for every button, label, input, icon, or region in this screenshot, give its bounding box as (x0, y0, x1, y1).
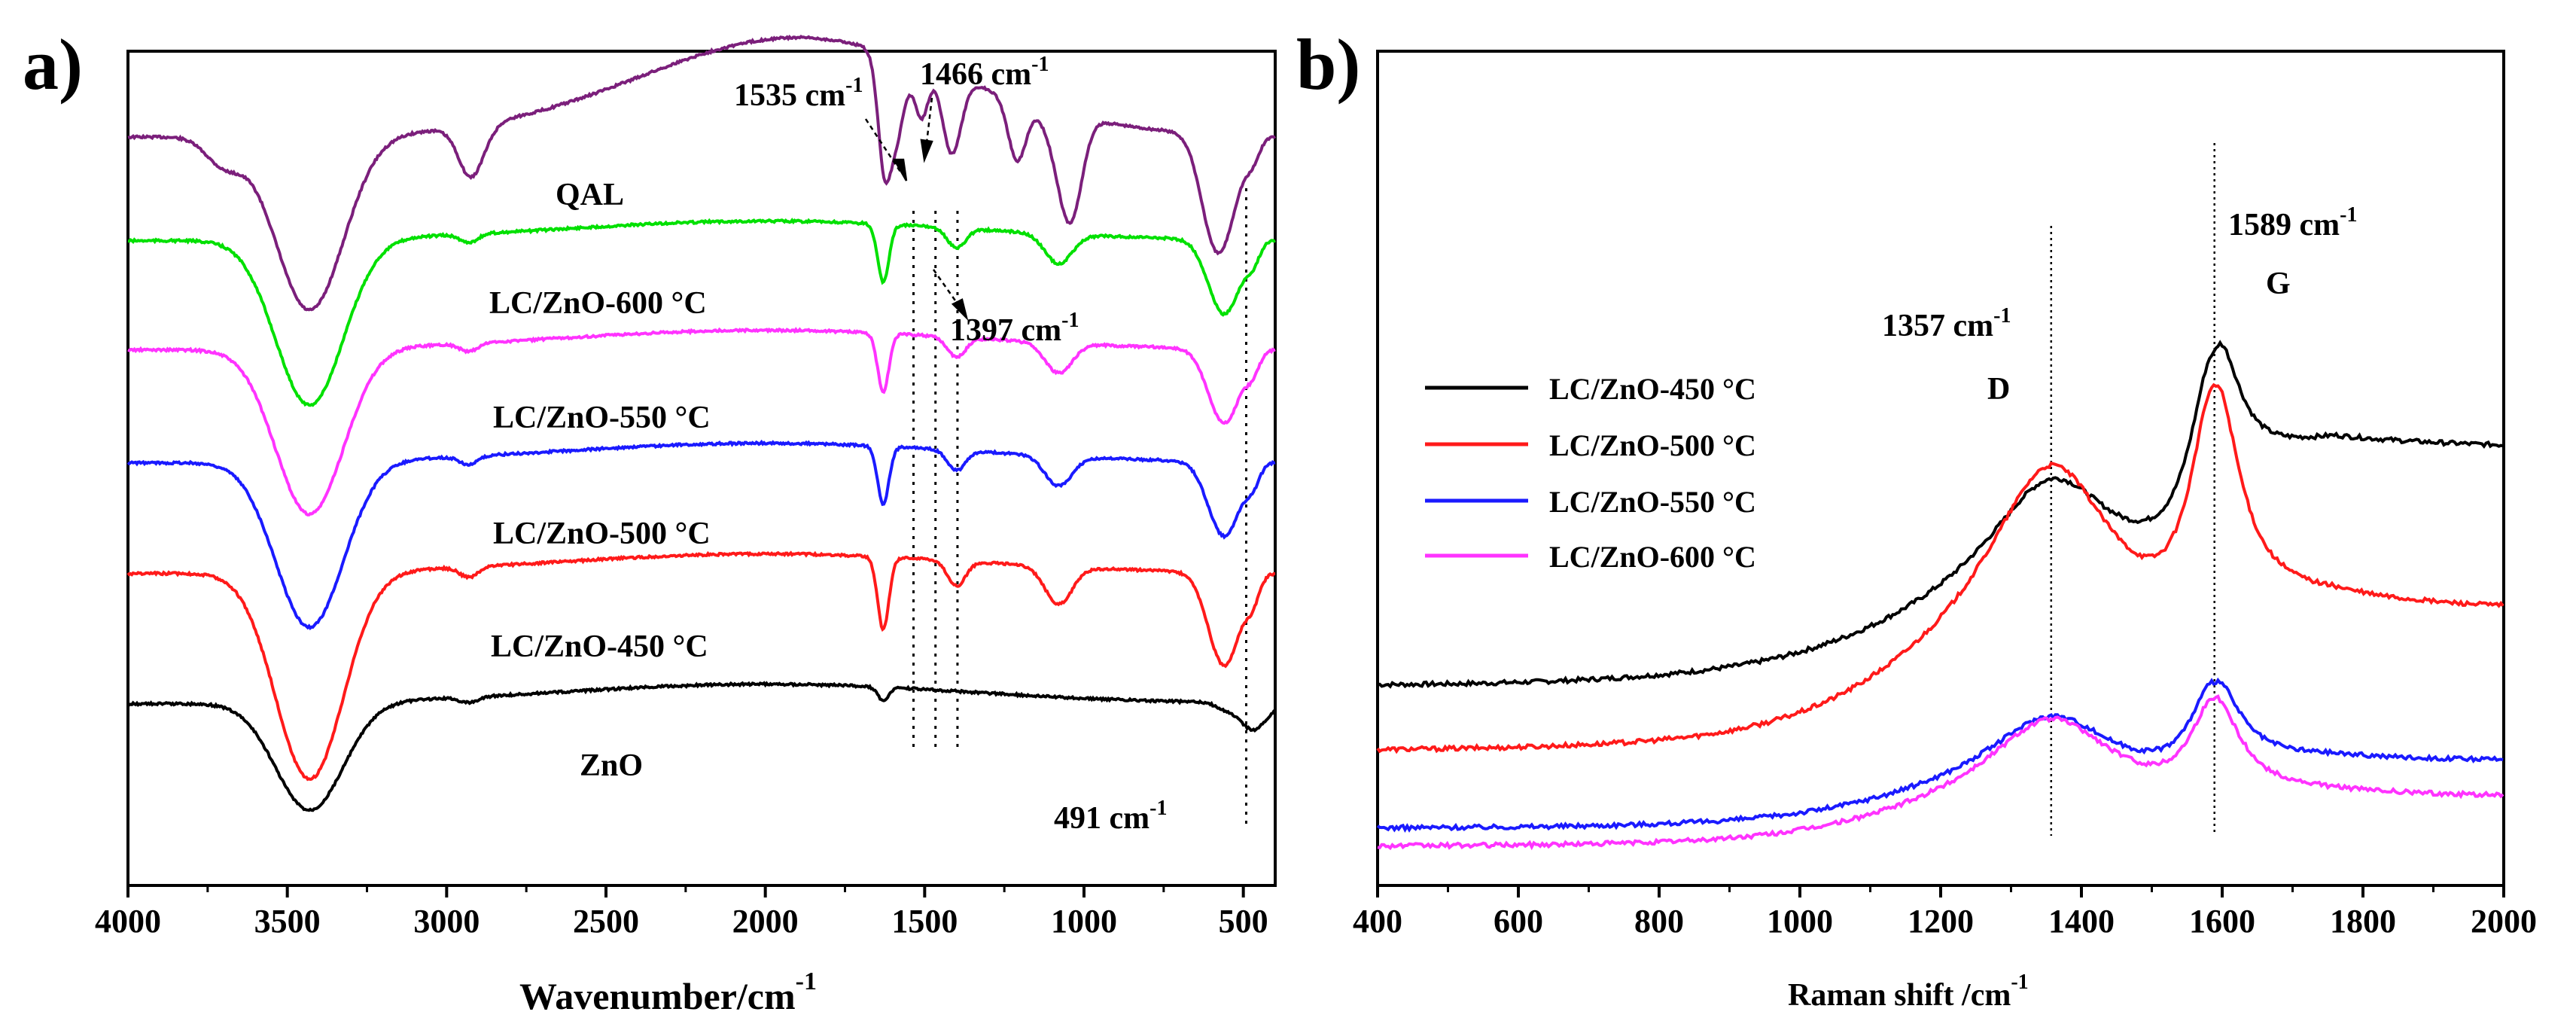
panel-a-label: a) (23, 24, 83, 105)
panel-a: a) 4000 3500 3000 2500 2000 1500 1000 500 QAL L… (23, 24, 1277, 1017)
label-lc-600: LC/ZnO-600 °C (489, 286, 707, 321)
series-line (1377, 694, 2504, 851)
series-line (127, 218, 1276, 407)
x-tick-label: 1500 (891, 903, 958, 940)
legend-label: LC/ZnO-500 °C (1549, 428, 1756, 462)
panel-a-frame (126, 50, 1277, 887)
panel-a-reference-lines (912, 188, 1247, 828)
annotation-1589: 1589 cm-1 (2228, 203, 2357, 242)
x-tick-label: 1400 (2048, 903, 2115, 940)
annotation-arrows (864, 97, 969, 322)
x-tick-label: 1800 (2330, 903, 2396, 940)
label-lc-450: LC/ZnO-450 °C (491, 629, 708, 664)
panel-b-ticks: 400 600 800 1000 1200 1400 1600 1800 2000 (1353, 885, 2537, 940)
label-lc-500: LC/ZnO-500 °C (493, 517, 711, 551)
annotation-491: 491 cm-1 (1054, 797, 1167, 836)
series-line (127, 35, 1277, 312)
panel-a-series (126, 35, 1277, 812)
legend-item: LC/ZnO-600 °C (1425, 540, 1756, 574)
panel-b-frame (1376, 50, 2505, 887)
series-line (126, 550, 1276, 782)
legend-item: LC/ZnO-500 °C (1425, 428, 1756, 462)
x-tick-label: 2000 (2471, 903, 2537, 940)
annotation-1397: 1397 cm-1 (950, 309, 1079, 348)
series-line (1376, 677, 2504, 833)
legend-label: LC/ZnO-600 °C (1549, 540, 1756, 574)
legend-item: LC/ZnO-450 °C (1425, 372, 1756, 406)
series-line (126, 439, 1276, 631)
x-tick-label: 800 (1634, 903, 1684, 940)
legend-item: LC/ZnO-550 °C (1425, 485, 1756, 519)
label-zno: ZnO (580, 748, 643, 783)
series-line (1377, 340, 2504, 689)
annotation-g: G (2266, 267, 2291, 301)
panel-b-reference-lines (2050, 143, 2215, 836)
series-line (1376, 382, 2504, 754)
panel-b-label: b) (1296, 24, 1360, 105)
label-lc-550: LC/ZnO-550 °C (493, 401, 711, 435)
legend-label: LC/ZnO-450 °C (1549, 372, 1756, 406)
x-tick-label: 1600 (2189, 903, 2255, 940)
panel-a-ticks: 4000 3500 3000 2500 2000 1500 1000 500 (95, 885, 1268, 940)
series-line (126, 681, 1277, 812)
x-tick-label: 3500 (254, 903, 321, 940)
series-line (127, 327, 1276, 517)
annotation-d: D (1987, 372, 2010, 407)
panel-b-series (1376, 340, 2504, 851)
x-tick-label: 2500 (573, 903, 639, 940)
x-tick-label: 1000 (1051, 903, 1117, 940)
annotation-1466: 1466 cm-1 (920, 53, 1049, 92)
x-tick-label: 3000 (413, 903, 480, 940)
panel-b-x-axis-label: Raman shift /cm-1 (1788, 971, 2029, 1013)
annotation-1357: 1357 cm-1 (1882, 304, 2011, 343)
x-tick-label: 400 (1353, 903, 1402, 940)
label-qal: QAL (556, 178, 624, 212)
x-tick-label: 4000 (95, 903, 161, 940)
x-tick-label: 600 (1494, 903, 1543, 940)
panel-a-x-axis-label: Wavenumber/cm-1 (519, 968, 817, 1017)
x-tick-label: 1200 (1908, 903, 1974, 940)
x-tick-label: 2000 (732, 903, 799, 940)
panel-b: b) 400 600 800 1000 1200 1400 1600 1800 2000 158… (1296, 24, 2537, 1013)
legend: LC/ZnO-450 °C LC/ZnO-500 °C LC/ZnO-550 °… (1425, 372, 1756, 574)
annotation-1535: 1535 cm-1 (734, 74, 863, 113)
legend-label: LC/ZnO-550 °C (1549, 485, 1756, 519)
x-tick-label: 500 (1219, 903, 1268, 940)
x-tick-label: 1000 (1767, 903, 1833, 940)
